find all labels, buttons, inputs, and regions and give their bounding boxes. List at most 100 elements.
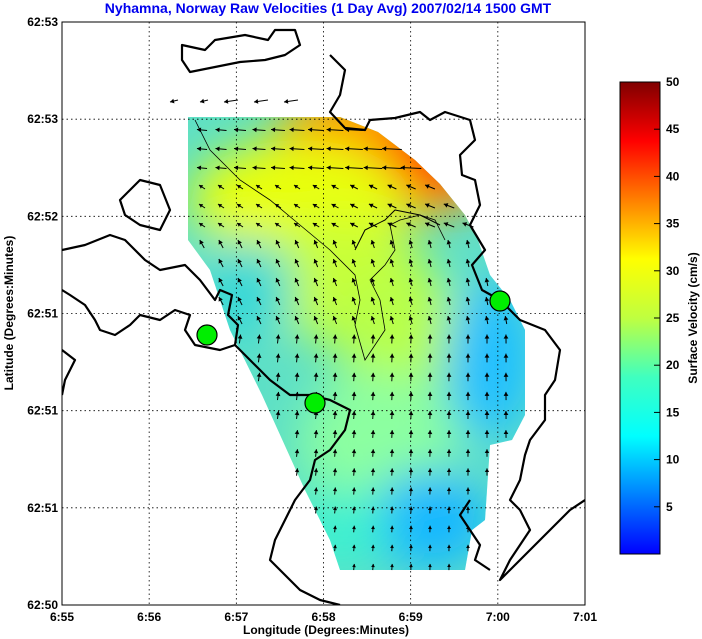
velocity-arrow	[196, 146, 208, 152]
velocity-arrow	[371, 544, 375, 552]
velocity-arrow	[198, 222, 206, 228]
velocity-arrow	[465, 468, 471, 476]
velocity-arrow	[351, 315, 357, 325]
velocity-arrow	[465, 487, 471, 495]
velocity-arrow	[389, 258, 395, 268]
velocity-arrow	[332, 468, 338, 476]
velocity-arrow	[389, 353, 395, 363]
velocity-arrow	[351, 410, 357, 420]
velocity-arrow	[371, 563, 375, 571]
y-tick-label: 62:50	[27, 598, 58, 612]
velocity-arrow	[447, 525, 451, 533]
velocity-arrow	[408, 410, 414, 420]
velocity-arrow	[351, 353, 357, 363]
velocity-arrow	[446, 258, 452, 268]
velocity-arrow	[312, 184, 320, 190]
velocity-arrow	[408, 391, 414, 401]
velocity-arrow	[312, 222, 320, 228]
velocity-arrow	[465, 315, 471, 325]
velocity-vectors	[169, 98, 509, 571]
velocity-arrow	[387, 203, 397, 209]
grid-lines	[62, 22, 585, 605]
velocity-arrow	[256, 239, 262, 249]
coastline-southeast	[458, 499, 491, 571]
velocity-arrow	[312, 203, 320, 209]
velocity-arrow	[465, 391, 471, 401]
velocity-arrow	[313, 353, 319, 363]
velocity-arrow	[294, 239, 300, 249]
velocity-arrow	[447, 544, 451, 552]
velocity-arrow	[351, 296, 357, 306]
velocity-arrow	[446, 391, 452, 401]
velocity-arrow	[274, 203, 282, 209]
velocity-arrow	[215, 165, 227, 171]
velocity-arrow	[484, 372, 490, 382]
velocity-arrow	[363, 165, 383, 171]
velocity-arrow	[484, 391, 490, 401]
velocity-arrow	[427, 487, 433, 495]
velocity-arrow	[408, 487, 414, 495]
velocity-arrow	[289, 165, 305, 171]
velocity-arrow	[466, 544, 470, 552]
radar-site-marker	[304, 392, 326, 414]
velocity-arrow	[331, 184, 339, 190]
velocity-arrow	[465, 411, 471, 419]
colorbar-tick-label: 20	[666, 358, 680, 372]
velocity-arrow	[233, 127, 247, 133]
velocity-arrow	[408, 277, 414, 287]
velocity-arrow	[370, 449, 376, 457]
velocity-arrow	[252, 146, 266, 152]
velocity-arrow	[233, 165, 247, 171]
velocity-arrow	[400, 165, 422, 171]
velocity-arrow	[275, 315, 281, 325]
velocity-arrow	[352, 544, 356, 552]
velocity-arrow	[408, 506, 414, 514]
velocity-arrow	[294, 296, 300, 306]
velocity-arrow	[255, 184, 263, 190]
velocity-arrow	[427, 468, 433, 476]
velocity-arrow	[427, 430, 433, 438]
velocity-arrow	[223, 99, 239, 104]
velocity-arrow	[484, 277, 490, 287]
velocity-arrow	[408, 353, 414, 363]
velocity-arrow	[351, 449, 357, 457]
velocity-arrow	[389, 334, 395, 344]
velocity-arrow	[237, 239, 243, 249]
velocity-arrow	[332, 391, 338, 401]
velocity-arrow	[465, 506, 471, 514]
velocity-arrow	[370, 410, 376, 420]
velocity-arrow	[408, 372, 414, 382]
velocity-arrow	[408, 258, 414, 268]
colorbar: 50 45 40 35 30 25 20 15 10 5 Surface Velocity (cm…	[619, 75, 700, 555]
velocity-arrow	[484, 334, 490, 344]
velocity-arrow	[256, 353, 262, 363]
velocity-arrow	[199, 98, 209, 104]
velocity-arrow	[294, 430, 300, 438]
velocity-arrow	[408, 334, 414, 344]
velocity-arrow	[351, 239, 357, 249]
velocity-arrow	[446, 468, 452, 476]
velocity-arrow	[275, 296, 281, 306]
velocity-arrow	[217, 184, 225, 190]
velocity-arrow	[218, 258, 224, 268]
velocity-arrow	[370, 487, 376, 495]
velocity-arrow	[351, 334, 357, 344]
velocity-arrow	[370, 468, 376, 476]
velocity-arrow	[349, 203, 359, 209]
velocity-arrow	[294, 449, 300, 457]
velocity-arrow	[308, 127, 324, 133]
velocity-arrow	[484, 296, 490, 306]
colorbar-ticks: 50 45 40 35 30 25 20 15 10 5	[654, 75, 680, 514]
velocity-arrow	[389, 430, 395, 438]
y-tick-label: 62:53	[27, 112, 58, 126]
velocity-arrow	[503, 391, 509, 401]
velocity-arrow	[275, 277, 281, 287]
velocity-arrow	[351, 277, 357, 287]
velocity-arrow	[233, 146, 247, 152]
velocity-arrow	[289, 127, 305, 133]
coastline-inner	[354, 209, 441, 251]
velocity-arrow	[256, 277, 262, 287]
radar-site-marker	[196, 324, 218, 346]
velocity-arrow	[370, 430, 376, 438]
velocity-arrow	[370, 334, 376, 344]
